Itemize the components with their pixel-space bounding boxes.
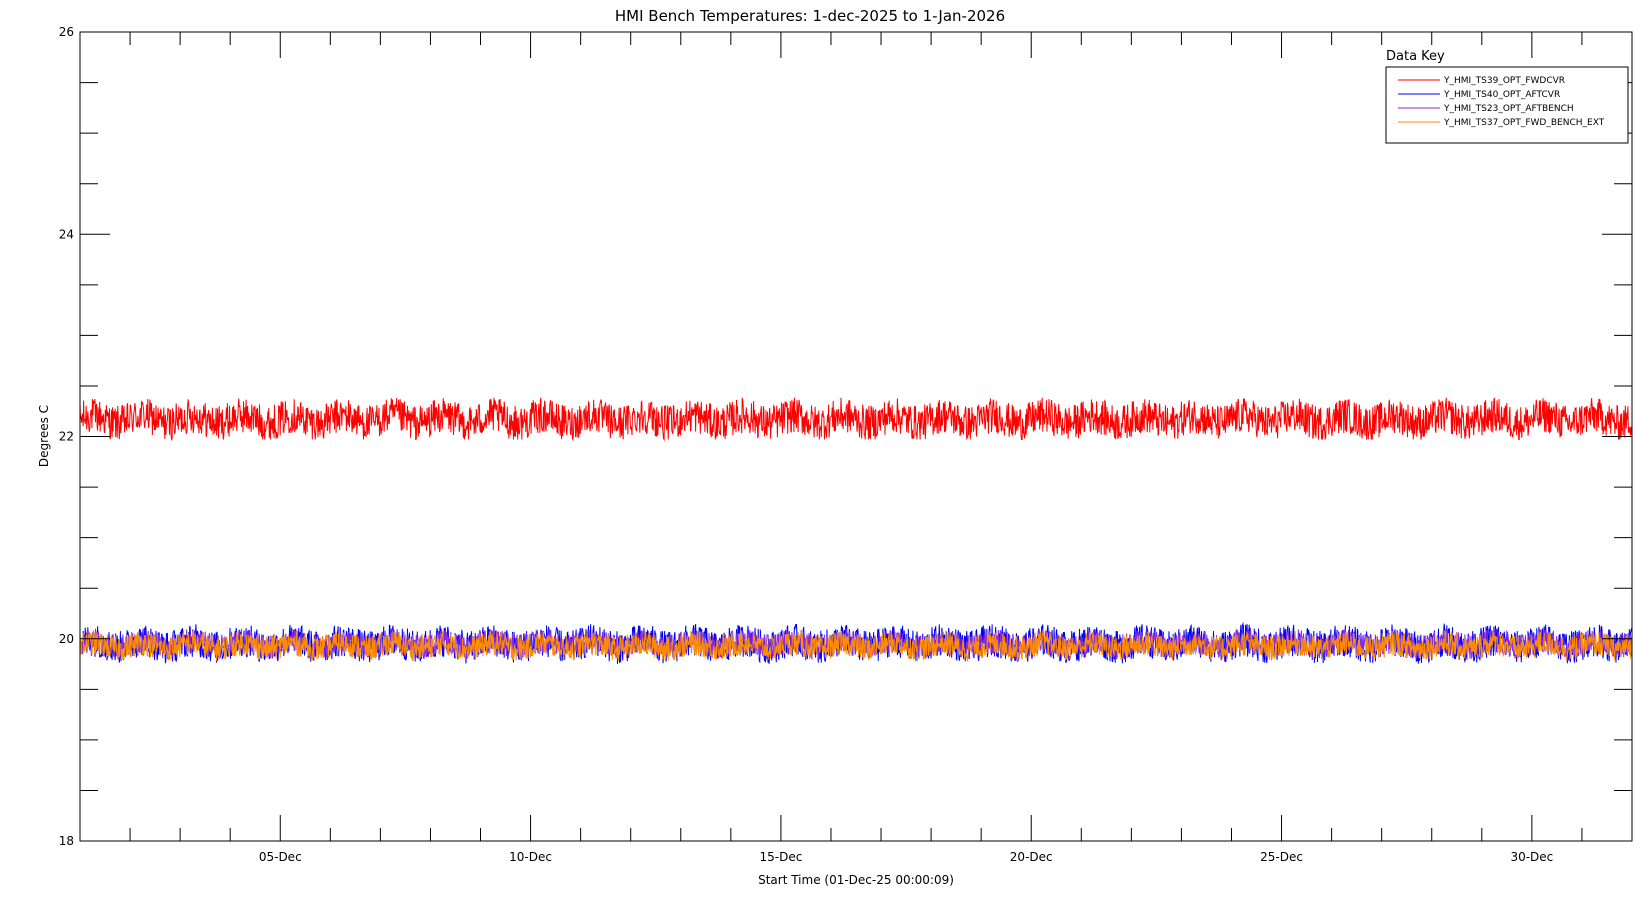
y-tick-label: 22	[59, 430, 74, 444]
legend-title: Data Key	[1386, 49, 1445, 64]
x-tick-label: 20-Dec	[1010, 850, 1053, 864]
x-tick-label: 10-Dec	[509, 850, 552, 864]
x-tick-label: 05-Dec	[259, 850, 302, 864]
axes-layer: 18 20 22 24 26 05-Dec 10-Dec 15-Dec 20-Dec 25-Dec…	[59, 25, 1632, 864]
series-line-y-hmi-ts39-opt-fwdcvr	[79, 397, 1633, 442]
series-layer	[79, 397, 1633, 664]
y-axis-label: Degrees C	[37, 405, 51, 467]
legend-entry-label: Y_HMI_TS40_OPT_AFTCVR	[1443, 90, 1560, 100]
chart-title: HMI Bench Temperatures: 1-dec-2025 to 1-…	[615, 7, 1005, 25]
y-tick-label: 24	[59, 227, 74, 241]
legend-items: Y_HMI_TS39_OPT_FWDCVR Y_HMI_TS40_OPT_AFTC…	[1398, 76, 1605, 128]
y-tick-label: 26	[59, 25, 74, 39]
legend-entry-label: Y_HMI_TS39_OPT_FWDCVR	[1443, 76, 1565, 86]
legend-entry-label: Y_HMI_TS23_OPT_AFTBENCH	[1443, 104, 1574, 114]
y-tick-label: 20	[59, 632, 74, 646]
y-tick-label: 18	[59, 834, 74, 848]
x-tick-label: 30-Dec	[1510, 850, 1553, 864]
legend: Data Key Y_HMI_TS39_OPT_FWDCVR Y_HMI_TS40…	[1385, 49, 1629, 144]
x-tick-label: 15-Dec	[759, 850, 802, 864]
series-line-y-hmi-ts37-opt-fwd-bench-ext	[79, 629, 1633, 663]
legend-entry-label: Y_HMI_TS37_OPT_FWD_BENCH_EXT	[1443, 118, 1605, 128]
x-tick-label: 25-Dec	[1260, 850, 1303, 864]
x-axis-label: Start Time (01-Dec-25 00:00:09)	[758, 873, 954, 887]
